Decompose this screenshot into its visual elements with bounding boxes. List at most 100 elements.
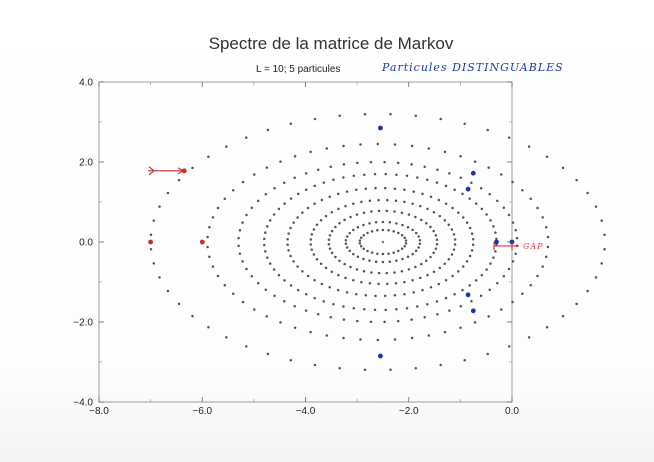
spectrum-point bbox=[546, 235, 550, 239]
spectrum-point bbox=[356, 255, 360, 259]
spectrum-point bbox=[324, 214, 328, 218]
spectrum-point bbox=[191, 166, 194, 170]
spectrum-point bbox=[352, 252, 355, 256]
spectrum-point bbox=[465, 260, 469, 263]
spectrum-point bbox=[426, 207, 429, 211]
spectrum-point bbox=[434, 247, 438, 250]
spectrum-point bbox=[489, 219, 492, 222]
y-tick-label: 2.0 bbox=[79, 158, 93, 169]
spectrum-point bbox=[264, 250, 267, 253]
spectrum-point bbox=[448, 309, 451, 312]
spectrum-point bbox=[330, 251, 334, 255]
spectrum-point bbox=[468, 197, 471, 200]
spectrum-point bbox=[452, 233, 456, 236]
blue-eigenvalue-point bbox=[470, 308, 476, 314]
spectrum-point bbox=[306, 274, 310, 278]
spectrum-point bbox=[256, 199, 260, 203]
spectrum-point bbox=[414, 114, 418, 118]
spectrum-point bbox=[338, 366, 341, 370]
spectrum-point bbox=[283, 279, 286, 282]
spectrum-point bbox=[389, 368, 392, 372]
spectrum-point bbox=[414, 231, 418, 235]
spectrum-point bbox=[211, 265, 215, 268]
spectrum-point bbox=[457, 211, 460, 214]
x-tick-label: −2.0 bbox=[399, 406, 419, 417]
spectrum-point bbox=[263, 237, 266, 241]
spectrum-point bbox=[149, 247, 153, 251]
spectrum-point bbox=[282, 181, 286, 184]
spectrum-point bbox=[304, 293, 308, 296]
spectrum-point bbox=[488, 193, 491, 196]
spectrum-point bbox=[470, 249, 474, 252]
spectrum-point bbox=[245, 213, 248, 217]
spectrum-point bbox=[479, 187, 483, 190]
spectrum-point bbox=[358, 242, 362, 245]
spectrum-point bbox=[338, 114, 341, 118]
spectrum-point bbox=[529, 283, 532, 287]
spectrum-point bbox=[241, 260, 244, 263]
spectrum-point bbox=[241, 180, 245, 184]
spectrum-point bbox=[277, 273, 281, 277]
spectrum-point bbox=[426, 302, 429, 306]
spectrum-point bbox=[322, 181, 326, 184]
spectrum-point bbox=[268, 262, 272, 265]
spectrum-point bbox=[420, 262, 423, 266]
spectrum-point bbox=[310, 233, 314, 236]
spectrum-point bbox=[507, 136, 511, 139]
spectrum-point bbox=[439, 363, 442, 367]
spectrum-point bbox=[355, 268, 359, 271]
spectrum-point bbox=[443, 262, 447, 265]
spectrum-point bbox=[352, 202, 355, 205]
spectrum-point bbox=[266, 225, 269, 228]
spectrum-point bbox=[362, 257, 365, 261]
blue-eigenvalue-point bbox=[378, 125, 383, 131]
spectrum-point bbox=[337, 207, 340, 211]
spectrum-point bbox=[328, 286, 331, 289]
spectrum-point bbox=[389, 112, 392, 116]
spectrum-point bbox=[352, 306, 356, 310]
spectrum-point bbox=[500, 308, 503, 311]
spectrum-point bbox=[158, 276, 161, 279]
spectrum-point bbox=[369, 160, 373, 164]
spectrum-point bbox=[293, 326, 297, 329]
spectrum-point bbox=[289, 226, 292, 230]
spectrum-point bbox=[348, 249, 351, 253]
spectrum-point bbox=[536, 274, 539, 278]
spectrum-point bbox=[444, 184, 448, 188]
spectrum-point bbox=[461, 265, 465, 268]
spectrum-point bbox=[374, 186, 377, 190]
spectrum-point bbox=[325, 334, 329, 337]
spectrum-point bbox=[368, 199, 372, 202]
spectrum-point bbox=[342, 318, 346, 321]
spectrum-point bbox=[489, 262, 492, 265]
spectrum-point bbox=[486, 128, 489, 132]
spectrum-point bbox=[374, 221, 378, 224]
spectrum-point bbox=[206, 235, 209, 239]
spectrum-point bbox=[207, 326, 210, 329]
spectrum-point bbox=[403, 292, 406, 296]
spectrum-point bbox=[320, 198, 324, 202]
spectrum-point bbox=[309, 330, 312, 334]
spectrum-point bbox=[470, 181, 473, 184]
spectrum-point bbox=[304, 309, 308, 312]
spectrum-point bbox=[393, 143, 397, 146]
spectrum-point bbox=[296, 216, 299, 219]
spectrum-point bbox=[309, 238, 313, 241]
spectrum-point bbox=[320, 282, 324, 286]
spectrum-point bbox=[395, 259, 398, 262]
spectrum-point bbox=[527, 145, 531, 148]
spectrum-point bbox=[355, 213, 359, 216]
spectrum-point bbox=[586, 191, 589, 195]
spectrum-point bbox=[342, 176, 345, 179]
spectrum-point bbox=[245, 267, 248, 271]
spectrum-point bbox=[363, 368, 367, 372]
spectrum-point bbox=[457, 270, 460, 273]
spectrum-point bbox=[546, 245, 550, 249]
spectrum-point bbox=[206, 245, 209, 249]
spectrum-point bbox=[362, 233, 366, 237]
spectrum-point bbox=[312, 253, 316, 256]
spectrum-point bbox=[474, 279, 478, 282]
spectrum-point bbox=[387, 229, 390, 232]
spectrum-point bbox=[385, 209, 389, 213]
spectrum-point bbox=[405, 306, 409, 310]
